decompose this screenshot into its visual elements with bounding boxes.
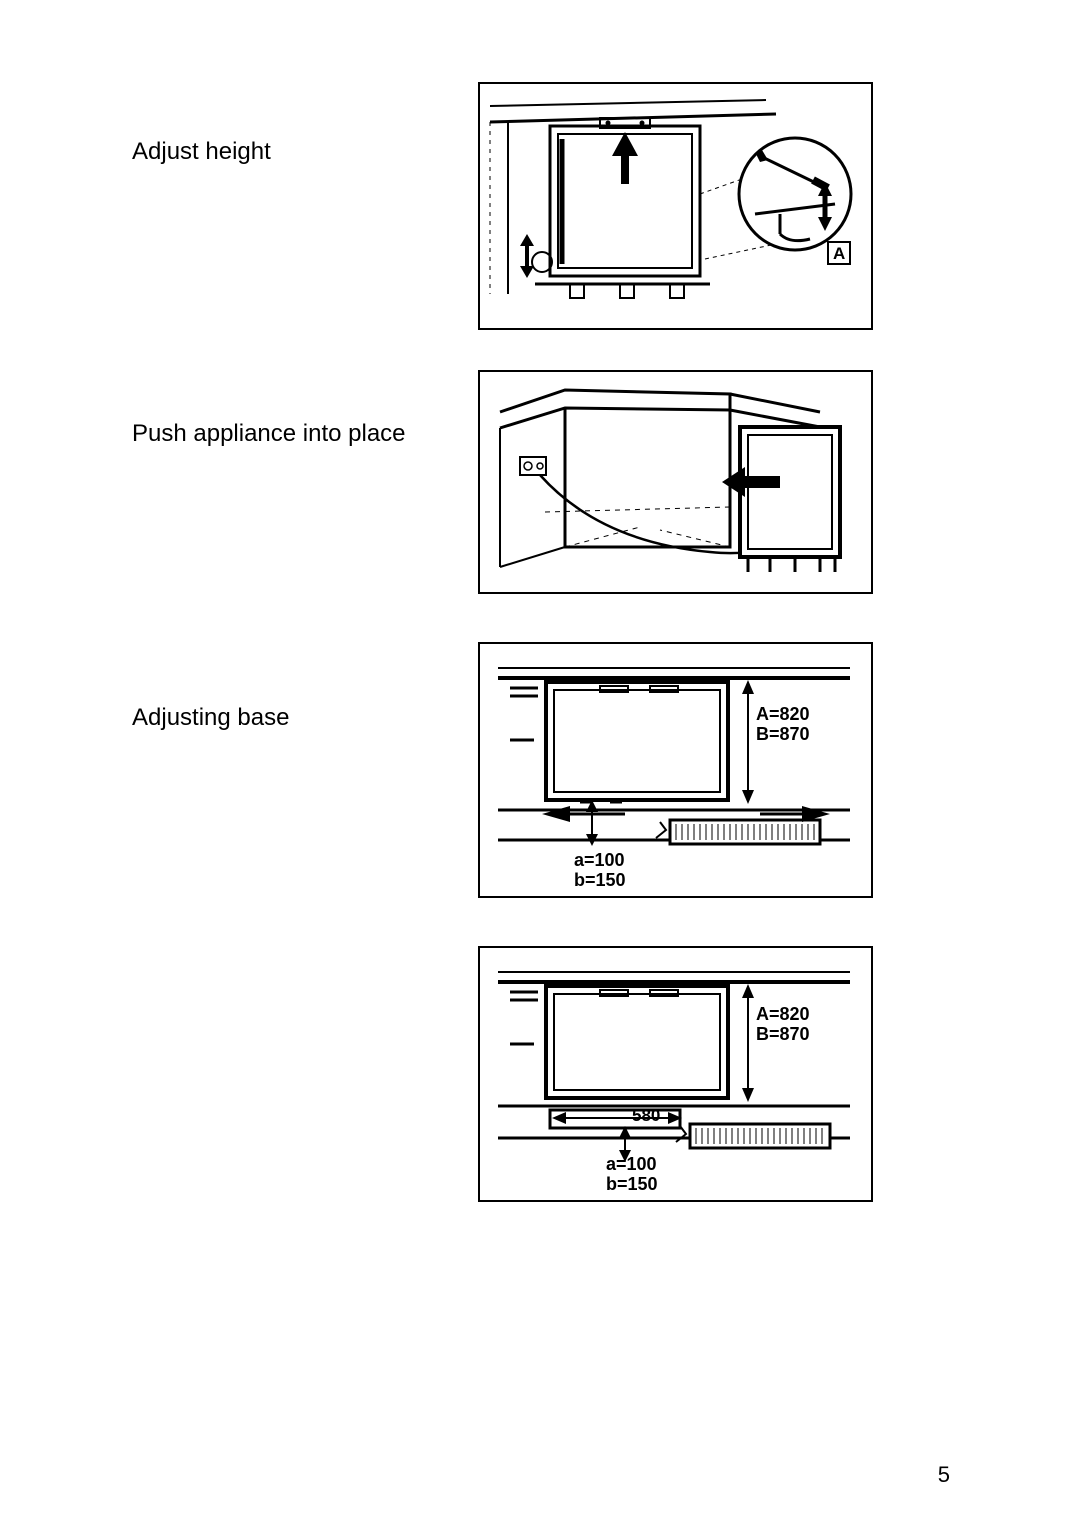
page: Adjust height Push appliance into place … [0, 0, 1080, 1528]
figure-4-svg [480, 948, 875, 1204]
figure-3-svg [480, 644, 875, 900]
figure-1-svg [480, 84, 875, 332]
figure-1-detail-label: A [833, 244, 845, 264]
figure-adjust-height: A [478, 82, 873, 330]
figure-adjusting-base-1: A=820 B=870 a=100 b=150 [478, 642, 873, 898]
figure-adjusting-base-2: A=820 B=870 580 a=100 b=150 [478, 946, 873, 1202]
fig3-dim-a: a=100 [574, 850, 625, 871]
step-1-label: Adjust height [132, 138, 271, 166]
figure-2-svg [480, 372, 875, 596]
step-3-label: Adjusting base [132, 704, 289, 732]
fig3-dim-b: b=150 [574, 870, 626, 891]
fig3-dim-A: A=820 [756, 704, 810, 725]
page-number: 5 [938, 1462, 950, 1488]
fig4-dim-b: b=150 [606, 1174, 658, 1195]
step-2-label: Push appliance into place [132, 420, 406, 448]
fig4-dim-580: 580 [632, 1106, 660, 1126]
fig4-dim-a: a=100 [606, 1154, 657, 1175]
fig3-dim-B: B=870 [756, 724, 810, 745]
fig4-dim-A: A=820 [756, 1004, 810, 1025]
figure-push-into-place [478, 370, 873, 594]
fig4-dim-B: B=870 [756, 1024, 810, 1045]
